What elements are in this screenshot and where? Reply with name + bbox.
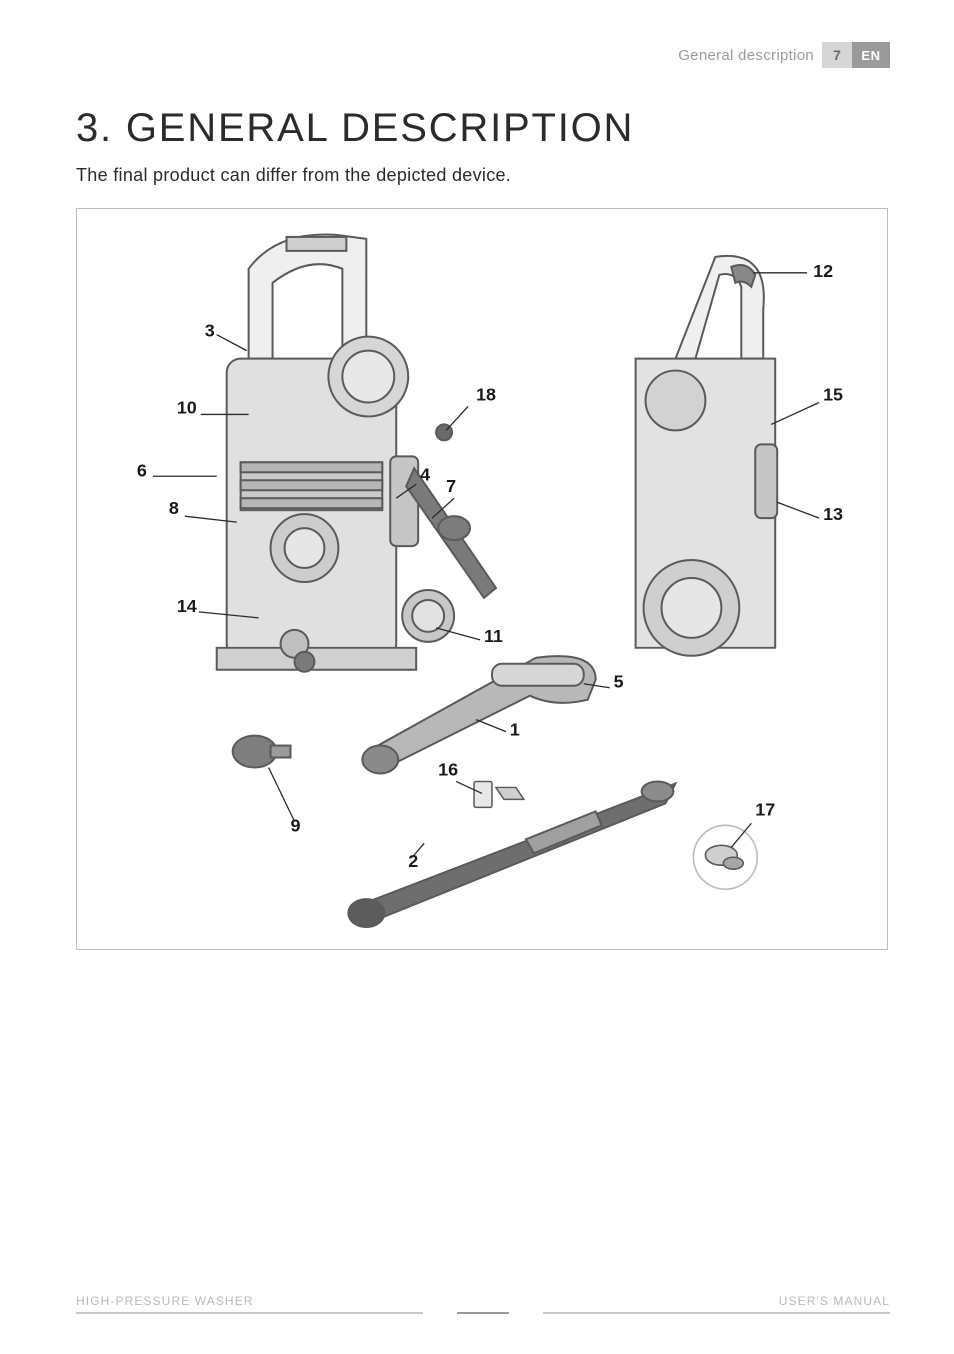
- footer-line: HIGH-PRESSURE WASHER USER'S MANUAL: [76, 1294, 890, 1308]
- svg-text:1: 1: [510, 720, 520, 740]
- svg-text:7: 7: [446, 476, 456, 496]
- language-badge: EN: [852, 42, 890, 68]
- svg-text:16: 16: [438, 759, 458, 779]
- footer-left: HIGH-PRESSURE WASHER: [76, 1294, 254, 1308]
- svg-text:15: 15: [823, 384, 843, 404]
- footer-rule-mid: [457, 1312, 509, 1314]
- svg-text:17: 17: [755, 799, 775, 819]
- footer-rule: [76, 1312, 890, 1314]
- svg-text:9: 9: [291, 815, 301, 835]
- svg-text:3: 3: [205, 321, 215, 341]
- footer-rule-right: [543, 1312, 890, 1314]
- svg-text:10: 10: [177, 397, 197, 417]
- exploded-diagram: 12 3 15 18 10 6 47 8 13 14 11 5 1 16 17 9 2: [76, 208, 888, 950]
- page: General description 7 EN 3. GENERAL DESC…: [0, 0, 954, 1354]
- svg-text:18: 18: [476, 384, 496, 404]
- svg-text:2: 2: [408, 851, 418, 871]
- svg-text:6: 6: [137, 460, 147, 480]
- footer-rule-left: [76, 1312, 423, 1314]
- svg-text:13: 13: [823, 504, 843, 524]
- page-footer: HIGH-PRESSURE WASHER USER'S MANUAL: [76, 1294, 890, 1314]
- section-label: General description: [678, 47, 814, 64]
- svg-text:14: 14: [177, 596, 197, 616]
- svg-text:4: 4: [420, 464, 430, 484]
- svg-text:11: 11: [484, 626, 503, 646]
- svg-text:5: 5: [614, 672, 624, 692]
- section-title: 3. GENERAL DESCRIPTION: [76, 106, 890, 151]
- footer-right: USER'S MANUAL: [779, 1294, 890, 1308]
- diagram-svg: 12 3 15 18 10 6 47 8 13 14 11 5 1 16 17 9 2: [77, 209, 887, 949]
- svg-text:8: 8: [169, 498, 179, 518]
- intro-text: The final product can differ from the de…: [76, 165, 890, 186]
- page-header: General description 7 EN: [76, 42, 890, 68]
- svg-text:12: 12: [813, 261, 833, 281]
- page-number-badge: 7: [822, 42, 852, 68]
